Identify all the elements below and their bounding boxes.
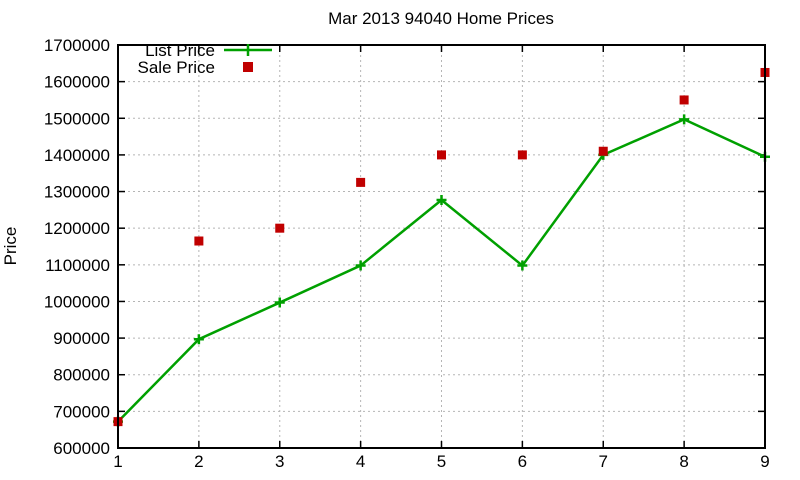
sale-price-square-point: [679, 95, 689, 105]
y-tick-label: 700000: [53, 402, 110, 421]
legend-label-sale-price: Sale Price: [138, 58, 215, 77]
list-price-plus-marker: [436, 194, 447, 205]
sale-price-square-point: [517, 150, 527, 160]
y-axis-label: Price: [1, 227, 20, 266]
legend: List Price Sale Price: [138, 41, 272, 77]
y-tick-label: 600000: [53, 439, 110, 458]
sale-price-square-point: [437, 150, 446, 160]
list-price-plus-marker: [355, 260, 366, 271]
y-tick-label: 1400000: [44, 146, 110, 165]
x-tick-label: 6: [518, 452, 527, 471]
plot-border: [117, 44, 766, 449]
x-tick-label: 1: [113, 452, 122, 471]
y-tick-label: 1000000: [44, 292, 110, 311]
grid-layer: [117, 44, 766, 449]
legend-label-list-price: List Price: [145, 41, 215, 60]
y-tick-label: 900000: [53, 329, 110, 348]
list-price-plus-marker: [274, 297, 285, 308]
x-tick-label: 9: [760, 452, 769, 471]
sale-price-square-point: [598, 146, 608, 156]
sale-price-square-point: [194, 236, 204, 246]
list-price-plus-marker: [193, 334, 204, 345]
y-tick-label: 1700000: [44, 36, 110, 55]
y-tick-label: 1200000: [44, 219, 110, 238]
chart-title: Mar 2013 94040 Home Prices: [328, 9, 554, 28]
y-tick-label: 800000: [53, 366, 110, 385]
legend-sale-price-square-marker-icon: [243, 62, 253, 72]
axis-tick-labels: 6000007000008000009000001000000110000012…: [44, 36, 770, 471]
x-tick-label: 8: [679, 452, 688, 471]
y-tick-label: 1100000: [45, 256, 110, 275]
x-tick-label: 2: [194, 452, 203, 471]
list-price-plus-marker: [517, 260, 528, 271]
x-tick-label: 5: [437, 452, 446, 471]
x-tick-label: 7: [599, 452, 608, 471]
list-price-plus-marker: [679, 114, 690, 125]
y-tick-label: 1500000: [44, 109, 110, 128]
y-tick-label: 1300000: [44, 183, 110, 202]
x-tick-label: 3: [275, 452, 284, 471]
x-tick-label: 4: [356, 452, 365, 471]
sale-price-square-point: [275, 223, 285, 233]
sale-price-square-point: [356, 177, 366, 187]
y-tick-label: 1600000: [44, 73, 110, 92]
